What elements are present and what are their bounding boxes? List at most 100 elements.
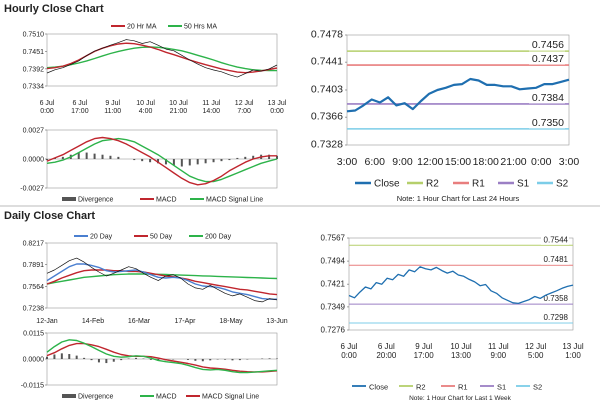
- series-20-day: [46, 263, 277, 300]
- level-label-bg-s2: [541, 312, 569, 323]
- y-tick-label: 0.7349: [321, 302, 346, 311]
- level-label-r2: 0.7456: [532, 39, 564, 51]
- x-tick-label: 11 Jul 9:00: [488, 342, 509, 360]
- x-tick-label: 17-Apr: [174, 318, 196, 325]
- y-tick-label: 0.7403: [311, 84, 343, 96]
- series-price: [46, 39, 278, 78]
- legend-label-macd-signal-line: MACD Signal Line: [206, 197, 263, 204]
- hourly-levels-chart: 0.7478 0.7441 0.7403 0.7366 0.7328 3:00 6:00 9:…: [311, 29, 580, 204]
- y-tick-label: 0.7564: [23, 284, 45, 291]
- legend-label-close: Close: [374, 179, 400, 190]
- daily-macd-chart: 0.0115 0.0000 -0.0115 Divergence MACD MACD Si…: [21, 331, 278, 401]
- y-tick-label: 0.7478: [311, 29, 343, 41]
- y-tick-label: 0.7494: [321, 257, 346, 266]
- level-label-s1: 0.7384: [532, 92, 564, 104]
- legend-label-20-day: 20 Day: [90, 234, 113, 241]
- y-tick-label: 0.8217: [23, 241, 45, 248]
- y-tick-label: 0.7238: [23, 306, 45, 313]
- legend-label-macd: MACD: [156, 197, 177, 204]
- series-200-day: [46, 273, 278, 285]
- legend-swatch-divergence: [62, 394, 76, 398]
- legend-label-200-day: 200 Day: [205, 234, 232, 241]
- level-label-s2: 0.7298: [544, 313, 569, 322]
- y-tick-label: -0.0115: [21, 383, 44, 390]
- legend-label-s2: S2: [556, 179, 569, 190]
- legend-label-s1: S1: [517, 179, 530, 190]
- legend-swatch-divergence: [62, 197, 76, 201]
- x-tick-label: 14-Feb: [82, 318, 104, 325]
- x-tick-label: 0:00: [531, 156, 552, 168]
- legend-label-s2: S2: [533, 383, 542, 392]
- level-label-bg-r1: [541, 254, 569, 265]
- legend-label-r1: R1: [458, 383, 468, 392]
- x-tick-label: 6 Jul 0:00: [341, 342, 358, 360]
- x-tick-label: 13 Jul 1:00: [562, 342, 584, 360]
- x-tick-label: 12 Jul 5:00: [525, 342, 547, 360]
- x-tick-label: 10 Jul 13:00: [450, 342, 472, 360]
- series-macd: [46, 136, 277, 186]
- x-tick-label: 18:00: [473, 156, 499, 168]
- chart-note: Note: 1 Hour Chart for Last 24 Hours: [397, 194, 520, 203]
- series-50hrs-ma: [46, 46, 277, 72]
- level-label-r2: 0.7544: [544, 235, 569, 244]
- y-tick-label: 0.0115: [23, 331, 44, 338]
- level-label-s2: 0.7350: [532, 117, 564, 129]
- y-tick-label: 0.7276: [321, 326, 346, 335]
- y-tick-label: 0.0000: [23, 357, 45, 364]
- level-label-bg-r1: [529, 51, 565, 65]
- y-tick-label: 0.7891: [23, 262, 45, 269]
- x-tick-label: 6 Jul 20:00: [376, 342, 397, 360]
- daily-section-title: Daily Close Chart: [4, 210, 95, 222]
- x-tick-label: 13-Jun: [266, 318, 288, 325]
- x-tick-label: 21:00: [500, 156, 526, 168]
- x-tick-label: 3:00: [337, 156, 358, 168]
- level-label-r1: 0.7481: [544, 255, 569, 264]
- x-tick-label: 15:00: [445, 156, 471, 168]
- legend-label-50-hrs-ma: 50 Hrs MA: [184, 24, 217, 31]
- x-tick-label: 10 Jul 4:00: [136, 100, 155, 115]
- x-tick-label: 18-May: [219, 318, 243, 325]
- chart-note: Note: 1 Hour Chart for Last 1 Week: [409, 395, 512, 402]
- series-close: [346, 77, 570, 113]
- x-tick-label: 12 Jul 7:00: [235, 100, 254, 115]
- level-label-bg-s2: [529, 115, 565, 129]
- y-tick-label: 0.7421: [321, 280, 346, 289]
- legend-label-macd-signal-line: MACD Signal Line: [202, 394, 259, 401]
- x-tick-label: 9 Jul 11:00: [104, 100, 121, 115]
- x-tick-label: 6:00: [365, 156, 386, 168]
- y-tick-label: 0.7328: [311, 139, 343, 151]
- y-tick-label: 0.7441: [311, 56, 343, 68]
- legend-label-r2: R2: [416, 383, 426, 392]
- y-tick-label: 0.7510: [23, 32, 45, 39]
- plot-frame: [46, 33, 278, 87]
- hourly-section-title: Hourly Close Chart: [4, 3, 104, 15]
- level-label-s1: 0.7358: [544, 294, 569, 303]
- y-tick-label: 0.7392: [23, 66, 45, 73]
- x-tick-label: 3:00: [559, 156, 580, 168]
- x-tick-label: 11 Jul 14:00: [202, 100, 221, 115]
- y-tick-label: 0.7366: [311, 111, 343, 123]
- y-tick-label: 0.7334: [23, 84, 45, 91]
- x-tick-label: 6 Jul 0:00: [40, 100, 55, 115]
- x-tick-label: 10 Jul 21:00: [169, 100, 188, 115]
- y-tick-label: -0.0027: [20, 186, 44, 193]
- legend-label-s1: S1: [497, 383, 506, 392]
- level-label-bg-s1: [529, 90, 565, 104]
- y-tick-label: 0.7451: [23, 49, 45, 56]
- weekly-levels-chart: 0.7567 0.7494 0.7421 0.7349 0.7276 6 Jul 0:00 6…: [321, 234, 584, 403]
- x-tick-label: 6 Jul 17:00: [71, 100, 89, 115]
- legend-label-r2: R2: [426, 179, 439, 190]
- series-50-day: [46, 269, 278, 296]
- level-label-r1: 0.7437: [532, 53, 564, 65]
- level-label-bg-s1: [541, 293, 569, 304]
- series-macd-signal-line: [46, 137, 278, 183]
- legend-label-20-hr-ma: 20 Hr MA: [127, 24, 157, 31]
- legend-label-divergence: Divergence: [78, 197, 114, 204]
- plot-frame: [46, 242, 278, 309]
- series-close: [348, 266, 574, 305]
- daily-price-chart: 0.8217 0.7891 0.7564 0.7238 12-Jan 14-Feb 16-M…: [23, 234, 288, 326]
- series-macd-signal-line: [46, 342, 278, 373]
- x-tick-label: 12-Jan: [36, 318, 58, 325]
- x-tick-label: 13 Jul 0:00: [268, 100, 287, 115]
